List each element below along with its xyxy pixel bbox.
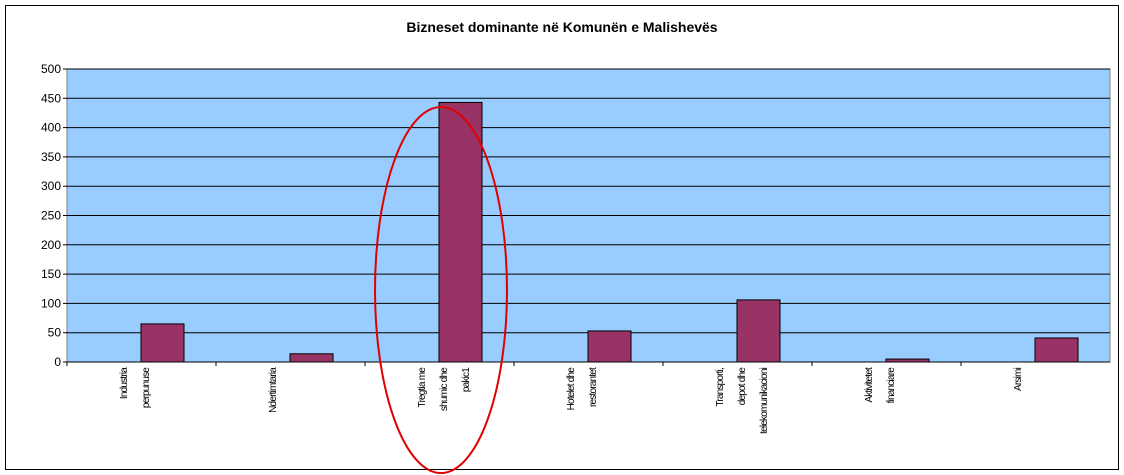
bar xyxy=(289,353,334,363)
bar xyxy=(140,323,185,363)
chart-title: Bizneset dominante në Komunën e Malishev… xyxy=(406,19,717,35)
x-tick-label: Transporti, depot dhe telekomunikacioni xyxy=(715,367,770,434)
y-tick-label: 400 xyxy=(41,121,61,135)
y-tick-label: 0 xyxy=(54,355,61,369)
y-tick-label: 100 xyxy=(41,296,61,310)
bar xyxy=(885,358,930,363)
y-tick-label: 200 xyxy=(41,238,61,252)
x-tick-label: Industria perpunuse xyxy=(119,367,152,408)
highlight-ellipse xyxy=(374,106,508,474)
x-tick-label: Aktivitetet financiare xyxy=(864,367,897,404)
x-tick-label: Arsimi xyxy=(1013,367,1024,391)
x-tick-label: Ndertimtaria xyxy=(268,367,279,413)
bar xyxy=(438,101,483,363)
bar xyxy=(587,330,632,363)
bar xyxy=(736,299,781,363)
y-tick-label: 50 xyxy=(48,326,62,340)
y-tick-label: 350 xyxy=(41,150,61,164)
y-tick-label: 300 xyxy=(41,179,61,193)
x-tick-label: Tregtia me shumic dhe pakic1 xyxy=(417,367,472,411)
y-tick-label: 250 xyxy=(41,209,61,223)
y-tick-label: 500 xyxy=(41,62,61,76)
y-tick-label: 150 xyxy=(41,267,61,281)
bar xyxy=(1034,337,1079,363)
y-tick-label: 450 xyxy=(41,91,61,105)
x-tick-label: Hotelet dhe restorantet xyxy=(566,367,599,411)
